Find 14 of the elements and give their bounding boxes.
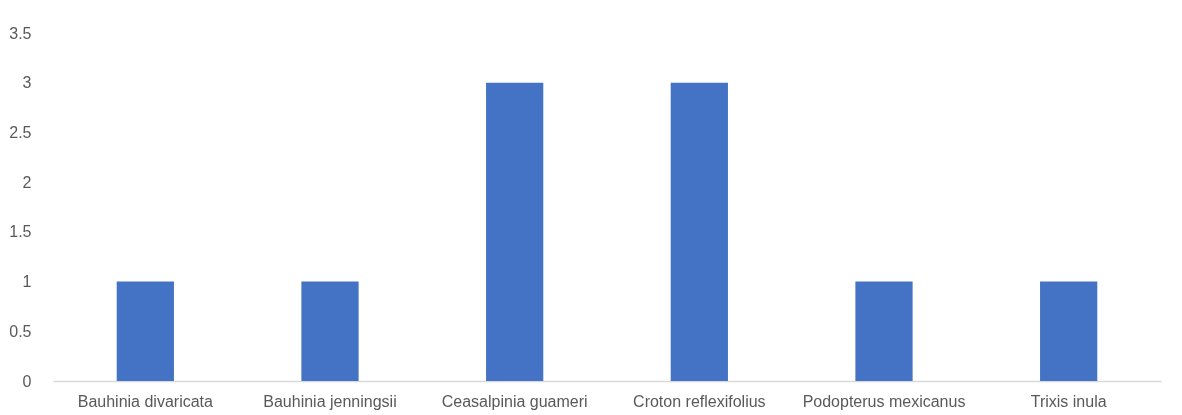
y-tick-label: 3	[22, 74, 32, 92]
x-tick-label: Bauhinia divaricata	[77, 392, 214, 410]
y-tick-label: 2	[22, 173, 32, 191]
y-tick-label: 1	[22, 273, 32, 291]
x-tick-label: Croton reflexifolius	[633, 392, 766, 410]
y-tick-label: 1.5	[9, 223, 32, 241]
x-tick-label: Ceasalpinia guameri	[441, 392, 588, 410]
y-tick-label: 3.5	[9, 24, 32, 42]
y-tick-label: 0	[22, 372, 32, 390]
x-tick-label: Podopterus mexicanus	[802, 392, 966, 410]
y-tick-label: 2.5	[9, 123, 32, 141]
x-tick-label: Bauhinia jenningsii	[263, 392, 397, 410]
y-tick-label: 0.5	[9, 322, 32, 340]
x-tick-label: Trixis inula	[1030, 392, 1107, 410]
